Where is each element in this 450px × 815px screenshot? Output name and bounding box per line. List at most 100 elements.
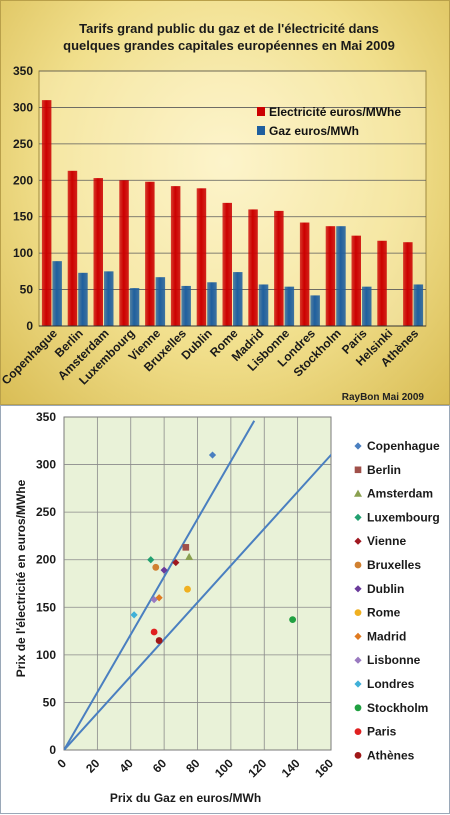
bar-gaz [233,272,243,326]
bar-electricite [93,178,103,326]
bar-gaz [104,271,114,326]
legend-marker [354,680,362,688]
legend-label: Berlin [367,463,401,477]
y-tick-label: 350 [36,410,56,424]
legend-marker [354,728,362,735]
y-tick-label: 0 [49,743,56,757]
legend-label: Stockholm [367,701,428,715]
bar-electricite [325,226,336,326]
bar-electricite [196,188,207,326]
legend-marker [354,585,362,593]
x-tick-label: 60 [150,756,170,776]
legend-label: Athènes [367,748,415,762]
data-point-stockholm [289,616,297,624]
data-point-paris [150,628,158,636]
y-tick-label: 50 [43,695,57,709]
bar-electricite [351,235,361,326]
legend-label: Luxembourg [367,510,440,524]
x-tick-label: 120 [245,756,269,780]
data-point-londres [130,611,138,619]
bar-gaz [52,261,62,326]
y-tick-label: 150 [36,600,56,614]
bar-gaz [310,295,320,326]
bar-electricite [67,170,78,326]
y-tick-label: 150 [13,210,33,224]
bar-gaz [336,226,346,326]
y-tick-label: 300 [36,458,56,472]
credit-text: RayBon Mai 2009 [342,392,425,403]
legend-swatch [257,107,265,116]
bar-gaz [413,284,424,326]
data-point-dublin [160,566,168,574]
x-tick-label: 20 [83,756,103,776]
data-point-bruxelles [152,563,160,571]
legend-marker [354,609,362,616]
y-tick-label: 350 [13,64,33,78]
y-tick-label: 100 [13,246,33,260]
y-tick-label: 300 [13,100,33,114]
legend-marker [354,561,362,569]
legend-marker [354,442,362,450]
bar-electricite [248,209,258,326]
legend-label: Rome [367,606,401,620]
legend-marker [354,466,362,474]
x-tick-label: 160 [312,756,336,780]
legend-marker [354,752,362,759]
legend-marker [354,632,362,640]
y-axis-title: Prix de l'électricité en euros/MWhe [14,479,28,677]
scatter-chart: 0 20 40 60 80 100 120 140 160 0 50 100 150 200 250 300 3… [14,410,440,805]
legend-label: Amsterdam [367,487,433,501]
x-tick-label: 140 [279,756,303,780]
bar-electricite [170,186,181,326]
chart-title-line: quelques grandes capitales européennes e… [63,38,395,53]
bar-gaz [129,288,140,326]
legend-marker [354,704,362,712]
y-tick-label: 250 [13,137,33,151]
legend-label: Lisbonne [367,653,421,667]
plot-area [38,70,427,327]
bar-electricite [299,222,310,326]
legend-label: Copenhague [367,439,440,453]
chart-title-line: Tarifs grand public du gaz et de l'élect… [79,21,379,36]
data-point-athènes [155,637,163,644]
bar-gaz [258,284,269,326]
legend-label: Dublin [367,582,404,596]
legend-label: Gaz euros/MWh [269,124,359,138]
legend-label: Electricité euros/MWhe [269,105,401,119]
x-tick-label: 100 [212,756,236,780]
x-tick-label: 80 [183,756,203,776]
y-tick-label: 100 [36,648,56,662]
scatter-chart-panel: 0 20 40 60 80 100 120 140 160 0 50 100 150 200 250 300 3… [0,405,450,814]
x-tick-label: 0 [54,756,69,771]
bar-electricite [403,242,413,326]
bar-electricite [274,210,284,326]
legend-label: Bruxelles [367,558,421,572]
bar-electricite [377,240,387,326]
legend-marker [354,656,362,664]
x-axis-title: Prix du Gaz en euros/MWh [110,791,261,805]
bar-gaz [362,286,372,326]
data-point-amsterdam [185,552,194,561]
reference-line [64,420,256,750]
legend-label: Vienne [367,534,406,548]
x-tick-label: 40 [117,756,137,776]
y-tick-label: 0 [26,319,33,333]
y-tick-label: 200 [36,553,56,567]
bar-electricite [119,180,129,326]
bar-gaz [181,285,191,326]
bar-chart: Tarifs grand public du gaz et de l'élect… [1,21,427,403]
bar-gaz [207,282,217,326]
legend-swatch [257,126,265,135]
legend-label: Londres [367,677,415,691]
legend-label: Paris [367,725,397,739]
bar-chart-panel: Tarifs grand public du gaz et de l'élect… [0,0,450,405]
data-point-berlin [182,544,190,551]
bar-electricite [41,100,52,327]
y-tick-label: 200 [13,173,33,187]
legend-marker [354,489,362,497]
legend-label: Madrid [367,629,406,643]
bar-gaz [284,286,295,326]
data-point-luxembourg [147,556,155,564]
bar-electricite [222,202,232,326]
x-category-label: Copenhague [1,326,60,388]
